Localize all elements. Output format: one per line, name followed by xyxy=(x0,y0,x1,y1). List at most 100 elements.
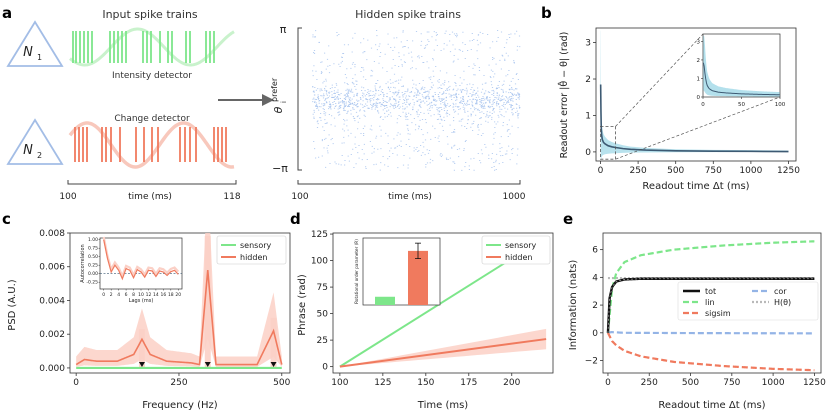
spike-dot xyxy=(472,130,474,131)
spike-dot xyxy=(494,121,496,123)
spike-dot xyxy=(468,165,470,167)
spike-dot xyxy=(478,110,480,111)
spike-dot xyxy=(357,115,359,117)
inset-ytick-label: 1 xyxy=(697,76,701,82)
spike-dot xyxy=(339,94,341,96)
spike-dot xyxy=(345,89,347,91)
spike-dot xyxy=(422,100,424,102)
spike-dot xyxy=(407,124,409,126)
spike-dot xyxy=(388,97,391,99)
spike-dot xyxy=(464,107,466,109)
spike-dot xyxy=(496,94,498,96)
spike-dot xyxy=(382,102,384,103)
spike-dot xyxy=(456,34,458,36)
spike-dot xyxy=(345,96,347,98)
spike-dot xyxy=(419,92,421,94)
spike-dot xyxy=(420,106,422,108)
spike-dot xyxy=(517,117,519,119)
spike-dot xyxy=(377,110,379,111)
spike-dot xyxy=(449,105,451,106)
spike-dot xyxy=(417,128,420,130)
spike-dot xyxy=(403,94,405,96)
spike-dot xyxy=(491,153,493,154)
spike-dot xyxy=(455,94,457,95)
spike-dot xyxy=(512,97,514,99)
spike-dot xyxy=(375,83,377,84)
spike-dot xyxy=(497,30,499,31)
spike-dot xyxy=(471,104,473,106)
intensity-detector-label: Intensity detector xyxy=(112,71,192,81)
spike-dot xyxy=(321,103,323,105)
spike-dot xyxy=(499,150,501,152)
spike-dot xyxy=(459,108,461,110)
spike-dot xyxy=(337,89,339,91)
spike-dot xyxy=(396,134,398,136)
spike-dot xyxy=(339,98,341,99)
change-detector-waveform xyxy=(68,121,235,169)
spike-dot xyxy=(498,103,500,104)
raster-time-end: 1000 xyxy=(503,192,526,202)
spike-dot xyxy=(315,99,317,100)
spike-dot xyxy=(451,99,453,100)
spike-dot xyxy=(481,153,483,155)
spike-dot xyxy=(369,141,371,142)
spike-dot xyxy=(455,83,457,84)
spike-dot xyxy=(510,98,512,99)
spike-dot xyxy=(368,90,370,92)
readout-error-line xyxy=(599,84,789,153)
spike-dot xyxy=(361,104,363,106)
hidden-psd-band xyxy=(76,233,282,367)
raster-time-start: 100 xyxy=(291,192,308,202)
spike-dot xyxy=(431,82,433,84)
spike-dot xyxy=(446,136,448,138)
panel-c-ytick-label: 0.004 xyxy=(39,296,65,306)
panel-c-xlabel: Frequency (Hz) xyxy=(142,400,218,411)
spike-dot xyxy=(413,147,415,149)
spike-dot xyxy=(324,103,326,105)
spike-dot xyxy=(345,77,348,79)
spike-dot xyxy=(453,145,455,147)
spike-dot xyxy=(326,58,329,60)
spike-dot xyxy=(349,99,351,100)
spike-dot xyxy=(367,108,369,109)
spike-dot xyxy=(314,102,316,103)
spike-dot xyxy=(447,159,449,160)
neuron-1-label: N xyxy=(23,45,33,60)
spike-dot xyxy=(396,118,399,120)
spike-dot xyxy=(392,106,394,108)
spike-dot xyxy=(440,156,442,157)
spike-dot xyxy=(515,103,517,105)
spike-dot xyxy=(347,129,349,131)
spike-dot xyxy=(485,146,487,148)
spike-dot xyxy=(488,154,490,156)
autocorr-xtick-label: 0 xyxy=(102,292,105,298)
spike-dot xyxy=(510,100,512,102)
spike-dot xyxy=(477,87,479,89)
spike-dot xyxy=(426,44,428,46)
spike-dot xyxy=(318,98,320,99)
spike-dot xyxy=(387,86,389,88)
panel-c-ytick-label: 0.000 xyxy=(39,364,65,374)
spike-dot xyxy=(350,103,352,105)
spike-dot xyxy=(394,105,396,106)
spike-dot xyxy=(502,95,504,97)
spike-dot xyxy=(418,94,420,96)
spike-dot xyxy=(469,99,471,101)
spike-dot xyxy=(429,78,432,80)
spike-dot xyxy=(483,113,485,114)
spike-dot xyxy=(376,105,378,106)
spike-dot xyxy=(413,102,415,104)
spike-dot xyxy=(516,49,518,51)
spike-dot xyxy=(485,82,487,84)
spike-dot xyxy=(343,44,346,46)
zoom-connector-bottom xyxy=(615,96,781,160)
spike-dot xyxy=(428,31,430,33)
spike-dot xyxy=(448,81,450,83)
spike-dot xyxy=(417,151,419,152)
spike-dot xyxy=(499,111,501,113)
spike-dot xyxy=(396,122,398,124)
spike-dot xyxy=(382,100,385,101)
spike-dot xyxy=(399,99,401,100)
spike-dot xyxy=(367,89,369,90)
spike-dot xyxy=(363,69,365,71)
